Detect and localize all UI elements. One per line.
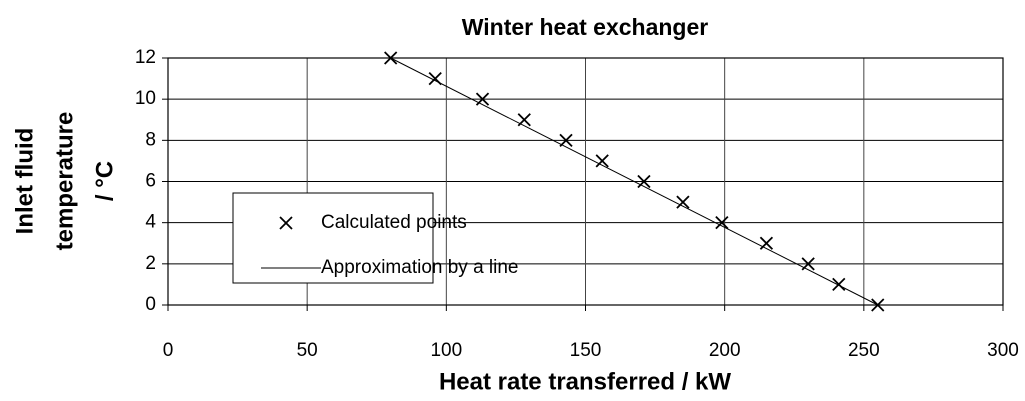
y-axis-label-line: temperature	[51, 112, 78, 251]
data-point	[637, 174, 651, 189]
data-point	[676, 195, 690, 209]
x-axis-label: Heat rate transferred / kW	[439, 368, 731, 395]
x-tick-label: 100	[430, 340, 462, 361]
y-tick-label: 6	[145, 171, 156, 192]
data-point	[832, 277, 846, 292]
marker-stroke	[676, 195, 690, 209]
data-point	[595, 154, 609, 168]
y-axis-label: Inlet fluid temperature / °C	[11, 112, 118, 251]
y-axis-label-line: / °C	[91, 161, 118, 201]
fit-line	[390, 57, 878, 306]
x-tick-label: 50	[297, 340, 318, 361]
marker-stroke	[832, 277, 846, 292]
legend-label: Approximation by a line	[321, 257, 519, 278]
x-tick-label: 150	[570, 340, 602, 361]
marker-stroke	[475, 92, 490, 106]
data-point	[475, 92, 490, 106]
legend-label: Calculated points	[321, 212, 467, 233]
y-tick-label: 12	[135, 47, 156, 68]
x-tick-label: 300	[987, 340, 1019, 361]
y-tick-label: 0	[145, 294, 156, 315]
x-tick-label: 0	[163, 340, 174, 361]
data-point	[715, 216, 729, 230]
y-tick-label: 4	[145, 212, 156, 233]
y-tick-label: 8	[145, 129, 156, 150]
y-axis-label-line: Inlet fluid	[11, 128, 38, 235]
marker-stroke	[637, 174, 651, 189]
marker-stroke	[715, 216, 729, 230]
chart-title: Winter heat exchanger	[462, 14, 709, 40]
data-point	[759, 236, 774, 250]
plot-frame	[167, 57, 1004, 306]
y-tick-label: 2	[145, 253, 156, 274]
marker-stroke	[428, 71, 442, 86]
marker-stroke	[759, 236, 774, 250]
marker-stroke	[595, 154, 609, 168]
marker-stroke	[279, 216, 293, 230]
y-tick-label: 10	[135, 88, 156, 109]
legend-symbol	[279, 216, 293, 230]
x-tick-label: 250	[848, 340, 880, 361]
x-tick-label: 200	[709, 340, 741, 361]
